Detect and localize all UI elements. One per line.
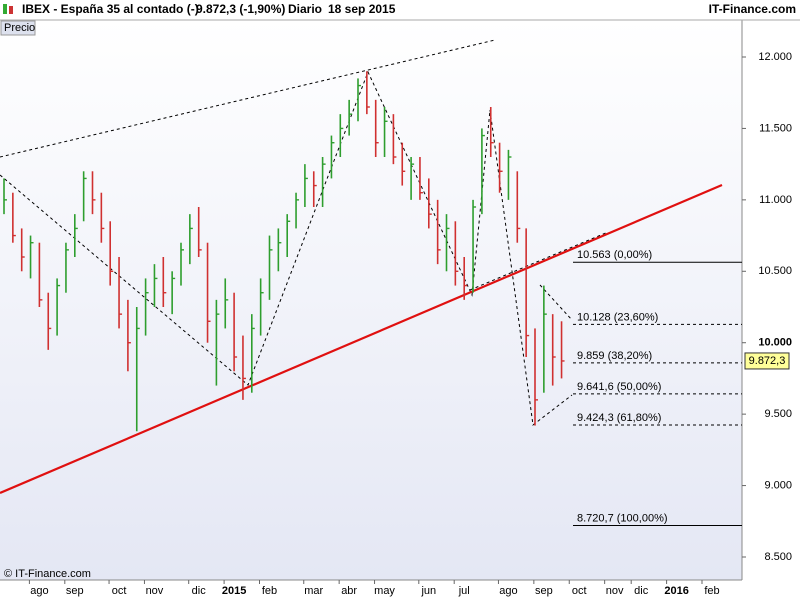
panel-label: Precio xyxy=(4,22,35,34)
plot-area xyxy=(0,20,742,580)
support-line xyxy=(0,183,723,495)
x-tick-label: abr xyxy=(341,585,357,597)
x-tick-label: ago xyxy=(499,585,517,597)
fib-label: 9.424,3 (61,80%) xyxy=(577,412,661,424)
icon xyxy=(9,6,13,14)
panel-tab xyxy=(0,20,36,36)
y-tick-label: 10.000 xyxy=(758,337,792,349)
fib-label: 8.720,7 (100,00%) xyxy=(577,512,668,524)
x-tick-label: nov xyxy=(606,585,624,597)
x-tick-label: feb xyxy=(704,585,719,597)
x-tick-label: 2015 xyxy=(222,585,246,597)
y-tick-label: 8.500 xyxy=(764,551,792,563)
y-tick-label: 9.500 xyxy=(764,408,792,420)
header-brand: IT-Finance.com xyxy=(709,2,796,16)
x-tick-label: feb xyxy=(262,585,277,597)
fib-label: 9.859 (38,20%) xyxy=(577,350,652,362)
last-price-label: 9.872,3 xyxy=(749,355,786,367)
y-tick-label: 11.000 xyxy=(759,194,792,206)
x-tick-label: dic xyxy=(634,585,649,597)
header-date: 18 sep 2015 xyxy=(328,2,396,16)
x-tick-label: oct xyxy=(112,585,127,597)
trend-line xyxy=(469,231,609,291)
zigzag xyxy=(0,70,573,426)
y-tick-label: 9.000 xyxy=(764,479,792,491)
x-tick-label: sep xyxy=(535,585,553,597)
fib-label: 9.641,6 (50,00%) xyxy=(577,381,661,393)
header-last: 9.872,3 (-1,90%) xyxy=(196,2,285,16)
x-tick-label: nov xyxy=(146,585,164,597)
last-price-box xyxy=(744,352,790,370)
x-tick-label: jul xyxy=(458,585,470,597)
y-tick-label: 10.500 xyxy=(758,265,792,277)
x-tick-label: sep xyxy=(66,585,84,597)
fib-label: 10.563 (0,00%) xyxy=(577,249,652,261)
x-tick-label: mar xyxy=(304,585,323,597)
trend-line xyxy=(539,284,573,321)
x-tick-label: 2016 xyxy=(664,585,688,597)
fib-label: 10.128 (23,60%) xyxy=(577,311,658,323)
y-tick-label: 11.500 xyxy=(759,122,792,134)
y-tick-label: 12.000 xyxy=(758,51,792,63)
x-tick-label: jun xyxy=(420,585,436,597)
trend-line xyxy=(0,39,496,158)
x-tick-label: oct xyxy=(572,585,587,597)
icon xyxy=(3,4,7,14)
copyright: © IT-Finance.com xyxy=(4,568,91,580)
x-tick-label: dic xyxy=(192,585,207,597)
drawings xyxy=(0,39,609,426)
header-period: Diario xyxy=(288,2,322,16)
x-tick-label: ago xyxy=(30,585,48,597)
header-title: IBEX - España 35 al contado (-) xyxy=(22,2,199,16)
x-tick-label: may xyxy=(374,585,395,597)
